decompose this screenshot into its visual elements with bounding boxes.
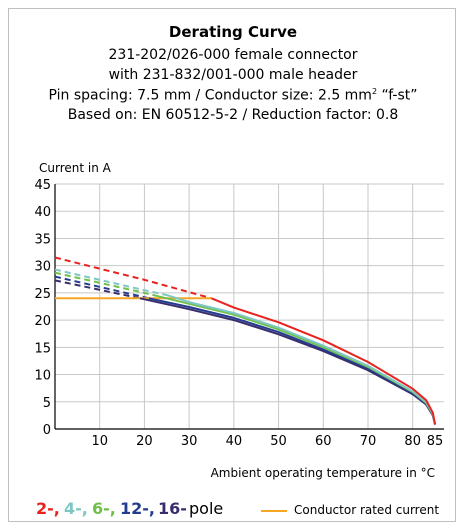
series-4-pole-dashed — [54, 268, 168, 297]
subtitle-line-4: Based on: EN 60512-5-2 / Reduction facto… — [67, 107, 399, 123]
series-6-pole-line — [157, 295, 437, 425]
x-tick-label-10: 10 — [91, 434, 108, 449]
x-tick-label-20: 20 — [136, 434, 153, 449]
y-tick-label-25: 25 — [34, 287, 51, 302]
series-2-pole-line — [211, 297, 437, 425]
x-tick-label-85: 85 — [427, 434, 444, 449]
legend-rated-current-label: Conductor rated current — [294, 503, 440, 517]
legend-item-4-pole: 4-, — [64, 499, 88, 518]
series-16-pole-line — [139, 297, 437, 425]
legend-item-16-pole: 16- — [158, 499, 187, 518]
derating-plot: 0 5 10 15 20 25 30 35 40 45 10 20 30 40 50 60 70 80 85 — [34, 178, 444, 449]
y-tick-label-35: 35 — [34, 232, 51, 247]
chart-frame: Derating Curve 231-202/026-000 female co… — [8, 8, 456, 522]
x-tick-label-60: 60 — [315, 434, 332, 449]
y-tick-label-5: 5 — [43, 396, 51, 411]
legend: 2-, 4-, 6-, 12-, 16- pole Conductor rate… — [9, 499, 457, 521]
chart-title: Derating Curve — [168, 23, 298, 41]
subtitle-line-3-main: Pin spacing: 7.5 mm / Conductor size: 2.… — [48, 87, 372, 104]
y-tick-label-0: 0 — [43, 423, 51, 438]
subtitle-line-3-suffix: “f-st” — [377, 87, 418, 104]
legend-rated-current-swatch — [261, 510, 287, 512]
y-tick-label-30: 30 — [34, 260, 51, 275]
subtitle-line-3: Pin spacing: 7.5 mm / Conductor size: 2.… — [9, 87, 457, 104]
legend-pole-suffix: pole — [189, 499, 224, 518]
x-tick-label-50: 50 — [270, 434, 287, 449]
y-tick-label-45: 45 — [34, 178, 51, 193]
x-tick-label-40: 40 — [226, 434, 243, 449]
series-6-pole-dashed — [54, 271, 159, 298]
y-tick-label-20: 20 — [34, 314, 51, 329]
x-tick-label-70: 70 — [360, 434, 377, 449]
subtitle-line-2: with 231-832/001-000 male header — [108, 67, 358, 83]
series-16-pole-dashed — [54, 279, 141, 300]
legend-item-12-pole: 12-, — [120, 499, 155, 518]
x-tick-label-80: 80 — [404, 434, 421, 449]
x-tick-label-30: 30 — [181, 434, 198, 449]
subtitle-line-3-sup: 2 — [371, 87, 378, 96]
series-12-pole-line — [148, 297, 437, 425]
y-tick-label-40: 40 — [34, 205, 51, 220]
series-2-pole-dashed — [54, 256, 212, 300]
x-axis-label: Ambient operating temperature in °C — [210, 466, 435, 480]
y-tick-label-10: 10 — [34, 369, 51, 384]
y-tick-label-15: 15 — [34, 341, 51, 356]
legend-item-2-pole: 2-, — [36, 499, 60, 518]
legend-item-6-pole: 6-, — [92, 499, 116, 518]
subtitle-line-1: 231-202/026-000 female connector — [108, 47, 358, 63]
y-axis-label: Current in A — [39, 161, 111, 175]
